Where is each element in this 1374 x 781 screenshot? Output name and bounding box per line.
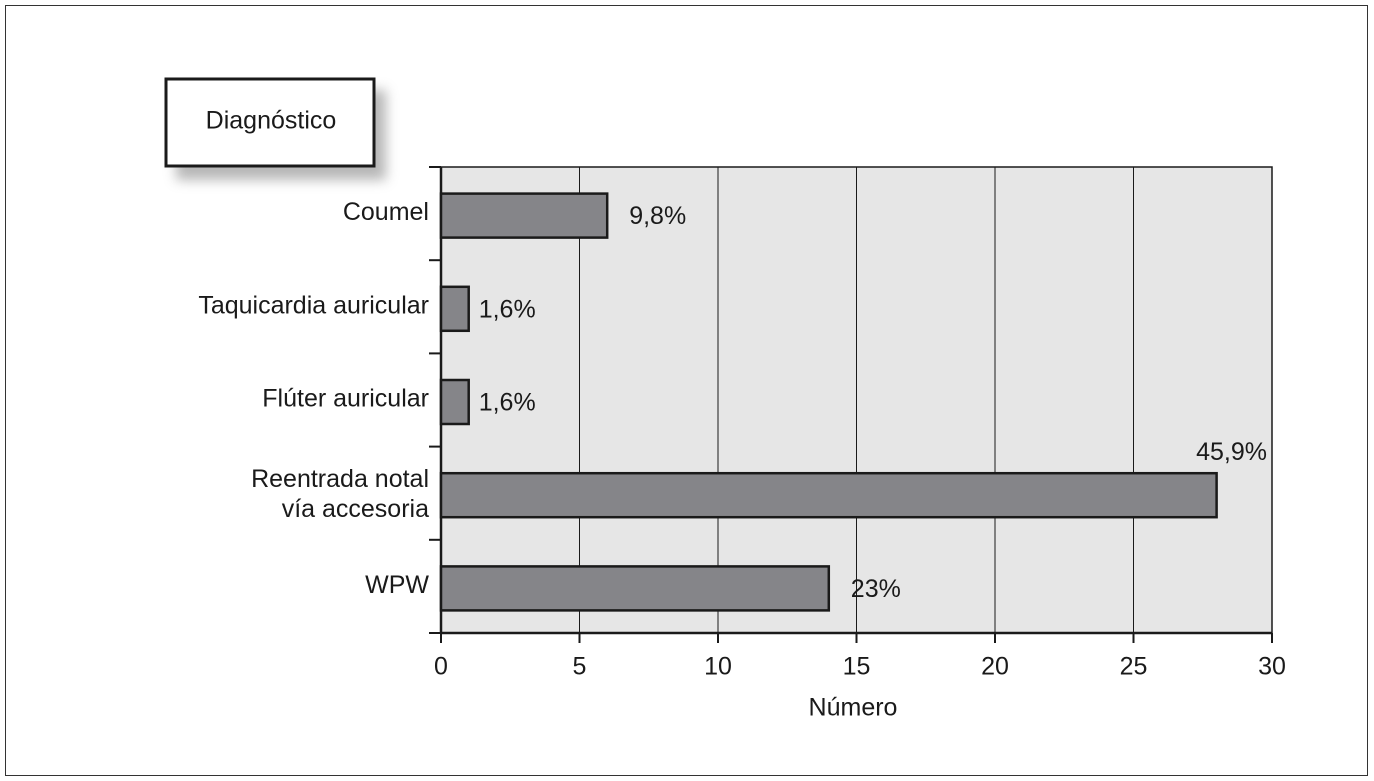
bar (439, 378, 470, 426)
bar (439, 192, 609, 239)
x-tick-label: 10 (704, 653, 732, 681)
chart-title: Diagnóstico (206, 107, 337, 135)
y-tick-label: Taquicardia auricular (198, 291, 429, 319)
x-tick-label: 0 (434, 653, 448, 681)
y-tick-label: vía accesoria (282, 495, 429, 523)
legend-box (164, 77, 376, 168)
value-label: 45,9% (1196, 438, 1267, 466)
value-label: 9,8% (629, 202, 686, 230)
y-tick-label: WPW (365, 571, 429, 599)
y-tick-label: Reentrada notal (251, 465, 429, 493)
bar (439, 471, 1218, 519)
y-tick-label: Coumel (343, 198, 429, 226)
x-tick-label: 30 (1258, 653, 1286, 681)
x-tick-label: 15 (843, 653, 871, 681)
bar (439, 565, 831, 612)
value-label: 23% (851, 575, 901, 603)
value-label: 1,6% (479, 389, 536, 417)
bar (439, 285, 470, 333)
value-label: 1,6% (479, 295, 536, 323)
x-tick-label: 5 (573, 653, 587, 681)
x-tick-label: 20 (981, 653, 1009, 681)
x-axis-title: Número (809, 694, 898, 722)
y-tick-label: Flúter auricular (262, 385, 429, 413)
x-tick-label: 25 (1120, 653, 1148, 681)
